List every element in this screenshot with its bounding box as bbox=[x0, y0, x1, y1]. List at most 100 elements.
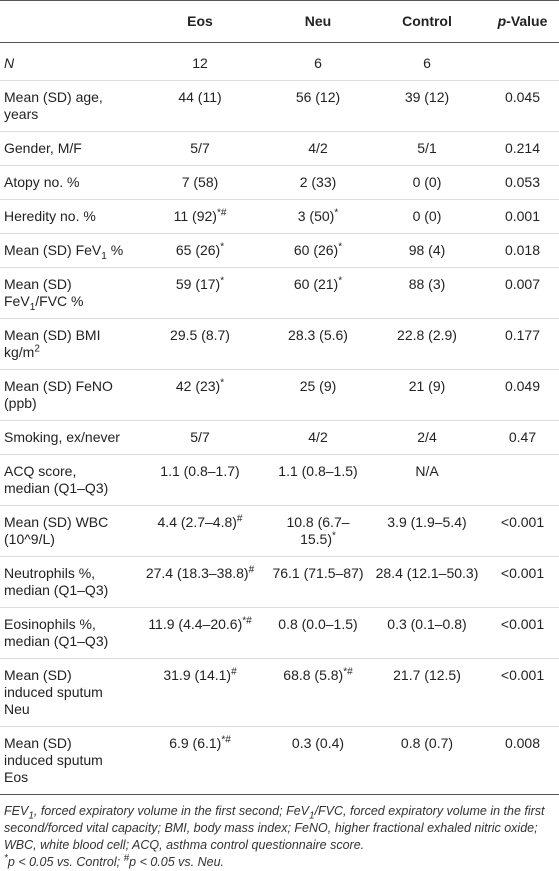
row-label: N bbox=[0, 43, 132, 81]
text-part: Eosinophils %, median (Q1–Q3) bbox=[4, 616, 109, 649]
table-cell: N/A bbox=[368, 454, 486, 506]
table-cell: 98 (4) bbox=[368, 233, 486, 268]
table-cell: 2 (33) bbox=[268, 165, 368, 200]
text-part: 1.1 (0.8–1.5) bbox=[278, 463, 358, 479]
text-part: 0.47 bbox=[508, 429, 537, 445]
table-cell: 60 (26)* bbox=[268, 233, 368, 268]
table-cell: 0.049 bbox=[486, 369, 559, 421]
text-part: 0.8 (0.7) bbox=[400, 735, 454, 751]
table-cell: 0.3 (0.4) bbox=[268, 726, 368, 795]
row-label: Mean (SD) age, years bbox=[0, 80, 132, 132]
text-part: 21.7 (12.5) bbox=[393, 667, 461, 683]
text-part: 1 bbox=[309, 810, 315, 822]
row-label: Smoking, ex/never bbox=[0, 420, 132, 455]
table-cell: 42 (23)* bbox=[132, 369, 268, 421]
table-cell: 29.5 (8.7) bbox=[132, 318, 268, 370]
table-cell: 21 (9) bbox=[368, 369, 486, 421]
text-part: 3.9 (1.9–5.4) bbox=[387, 514, 467, 530]
row-label: Heredity no. % bbox=[0, 199, 132, 234]
table-cell: 5/1 bbox=[368, 131, 486, 166]
table-cell: 39 (12) bbox=[368, 80, 486, 132]
text-part: 11.9 (4.4–20.6) bbox=[148, 616, 243, 632]
text-part: p < 0.05 vs. Control; bbox=[7, 855, 124, 869]
text-part: 60 (21) bbox=[293, 276, 339, 292]
text-part: -Value bbox=[506, 13, 548, 29]
text-part: 5/7 bbox=[190, 140, 210, 156]
table-row: Mean (SD) FeNO (ppb) 42 (23)* 25 (9) 21 (9)… bbox=[0, 369, 559, 421]
text-part: 12 bbox=[192, 55, 208, 71]
header-cell: Control bbox=[368, 0, 486, 43]
table-row: ACQ score, median (Q1–Q3) 1.1 (0.8–1.7) 1.… bbox=[0, 454, 559, 506]
text-part: N/A bbox=[415, 463, 439, 479]
text-part: p bbox=[497, 13, 507, 29]
row-label: Neutrophils %, median (Q1–Q3) bbox=[0, 556, 132, 608]
table-cell: 0.001 bbox=[486, 199, 559, 234]
row-label: Mean (SD) BMI kg/m2 bbox=[0, 318, 132, 370]
text-part: 0.214 bbox=[504, 140, 541, 156]
table-cell: 0.177 bbox=[486, 318, 559, 370]
text-part: * bbox=[338, 275, 343, 287]
table-cell bbox=[486, 43, 559, 81]
text-part: 10.8 (6.7–15.5) bbox=[286, 514, 350, 547]
table-row: Mean (SD) BMI kg/m2 29.5 (8.7) 28.3 (5.6) 2… bbox=[0, 318, 559, 370]
table-cell: 0.018 bbox=[486, 233, 559, 268]
text-part: 0 (0) bbox=[412, 208, 442, 224]
table-row: Eosinophils %, median (Q1–Q3) 11.9 (4.4–2… bbox=[0, 607, 559, 659]
text-part: <0.001 bbox=[500, 667, 545, 683]
text-part: 7 (58) bbox=[181, 174, 219, 190]
text-part: 5/1 bbox=[417, 140, 437, 156]
text-part: *# bbox=[242, 615, 252, 627]
table-cell: 76.1 (71.5–87) bbox=[268, 556, 368, 608]
data-table: Eos Neu Control p-Value N 12 6 6 Mean (SD) age,… bbox=[0, 0, 559, 795]
row-label: Mean (SD) WBC (10^9/L) bbox=[0, 505, 132, 557]
row-label: Mean (SD) FeNO (ppb) bbox=[0, 369, 132, 421]
text-part: 0.049 bbox=[504, 378, 541, 394]
header-cell bbox=[0, 0, 132, 43]
text-part: 11 (92) bbox=[173, 208, 217, 224]
text-part: FEV bbox=[4, 804, 29, 818]
text-part: Heredity no. % bbox=[4, 208, 96, 224]
text-part: *# bbox=[343, 666, 353, 678]
text-part: 56 (12) bbox=[295, 89, 341, 105]
text-part: 0.045 bbox=[504, 89, 541, 105]
text-part: # bbox=[248, 564, 255, 576]
table-row: Mean (SD) FeV1/FVC % 59 (17)* 60 (21)* 88 (… bbox=[0, 267, 559, 319]
text-part: Mean (SD) age, years bbox=[4, 89, 103, 122]
text-part: 0.8 (0.0–1.5) bbox=[278, 616, 358, 632]
table-cell: 5/7 bbox=[132, 420, 268, 455]
text-part: Mean (SD) FeNO (ppb) bbox=[4, 378, 113, 411]
text-part: 1 bbox=[29, 301, 36, 313]
text-part: 44 (11) bbox=[178, 89, 222, 105]
text-part: * bbox=[220, 377, 225, 389]
text-part: <0.001 bbox=[500, 616, 545, 632]
text-part: 1.1 (0.8–1.7) bbox=[160, 463, 240, 479]
text-part: 1 bbox=[28, 810, 34, 822]
table-cell: 88 (3) bbox=[368, 267, 486, 319]
table-cell: 22.8 (2.9) bbox=[368, 318, 486, 370]
text-part: 4.4 (2.7–4.8) bbox=[157, 514, 237, 530]
table-cell: 1.1 (0.8–1.5) bbox=[268, 454, 368, 506]
header-cell: p-Value bbox=[486, 0, 559, 43]
text-part: <0.001 bbox=[500, 565, 545, 581]
header-row: Eos Neu Control p-Value bbox=[0, 0, 559, 43]
text-part: Smoking, ex/never bbox=[4, 429, 120, 445]
row-label: ACQ score, median (Q1–Q3) bbox=[0, 454, 132, 506]
text-part: 4/2 bbox=[308, 429, 328, 445]
text-part: 21 (9) bbox=[408, 378, 446, 394]
text-part: 76.1 (71.5–87) bbox=[272, 565, 364, 581]
text-part: 0.3 (0.1–0.8) bbox=[387, 616, 467, 632]
text-part: 0.018 bbox=[504, 242, 541, 258]
table-row: Atopy no. % 7 (58) 2 (33) 0 (0) 0.053 bbox=[0, 165, 559, 200]
table-row: Mean (SD) induced sputum Neu 31.9 (14.1)#… bbox=[0, 658, 559, 727]
text-part: 3 (50) bbox=[297, 208, 335, 224]
text-part: 0.008 bbox=[504, 735, 541, 751]
row-label: Mean (SD) FeV1 % bbox=[0, 233, 132, 268]
text-part: 59 (17) bbox=[175, 276, 221, 292]
table-cell: 68.8 (5.8)*# bbox=[268, 658, 368, 727]
table-cell: 65 (26)* bbox=[132, 233, 268, 268]
table-cell: 12 bbox=[132, 43, 268, 81]
table-cell: 0.008 bbox=[486, 726, 559, 795]
text-part: # bbox=[231, 666, 237, 678]
table-row: Mean (SD) induced sputum Eos 6.9 (6.1)*# 0… bbox=[0, 726, 559, 795]
table-cell: 7 (58) bbox=[132, 165, 268, 200]
